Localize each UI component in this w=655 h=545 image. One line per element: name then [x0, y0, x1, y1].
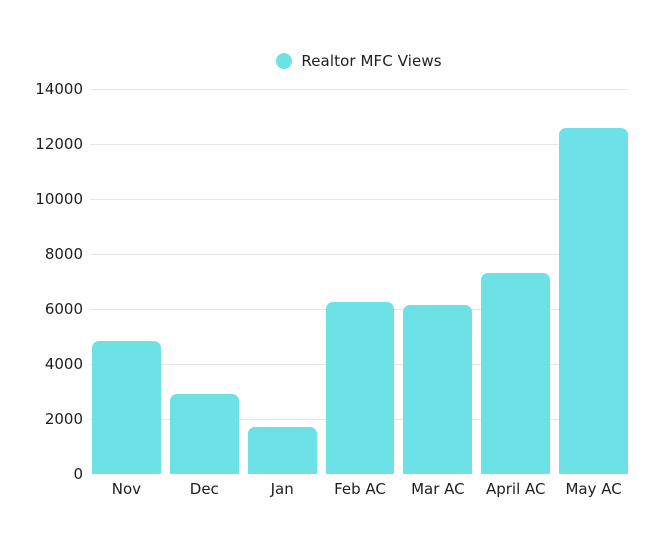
y-tick-label: 6000 — [44, 300, 83, 318]
x-tick-label: April AC — [485, 480, 546, 498]
x-tick-label: Nov — [111, 480, 142, 498]
x-tick-label: Dec — [189, 480, 219, 498]
bar-column-april-ac — [481, 89, 551, 474]
plot-area — [92, 89, 629, 474]
bar-column-dec — [169, 89, 239, 474]
bar — [92, 340, 161, 474]
bar-column-feb-ac — [325, 89, 395, 474]
y-tick-label: 12000 — [35, 135, 83, 153]
bar — [247, 427, 317, 474]
bar-column-jan — [247, 89, 317, 474]
y-tick-label: 2000 — [44, 410, 83, 428]
x-tick-label: Feb AC — [334, 480, 386, 498]
x-tick-label: May AC — [565, 480, 622, 498]
bar-column-nov — [92, 89, 161, 474]
bar — [481, 273, 551, 474]
y-tick-label: 10000 — [35, 190, 83, 208]
y-axis: 0 2000 4000 6000 8000 10000 12000 14000 — [0, 0, 83, 545]
x-axis: Nov Dec Jan Feb AC Mar AC April AC May AC — [92, 480, 628, 498]
bar — [325, 302, 395, 474]
x-tick-label: Mar AC — [411, 480, 465, 498]
chart-legend: Realtor MFC Views — [90, 52, 628, 70]
bar — [403, 304, 473, 474]
bar-column-mar-ac — [403, 89, 473, 474]
y-tick-label: 8000 — [44, 245, 83, 263]
y-tick-label: 14000 — [35, 80, 83, 98]
legend-label: Realtor MFC Views — [301, 52, 442, 70]
bar — [169, 394, 239, 474]
y-tick-label: 0 — [73, 465, 83, 483]
legend-marker-icon — [276, 53, 293, 69]
bar-column-may-ac — [559, 89, 629, 474]
x-tick-label: Jan — [270, 480, 294, 498]
y-tick-label: 4000 — [44, 355, 83, 373]
bar — [559, 127, 629, 474]
